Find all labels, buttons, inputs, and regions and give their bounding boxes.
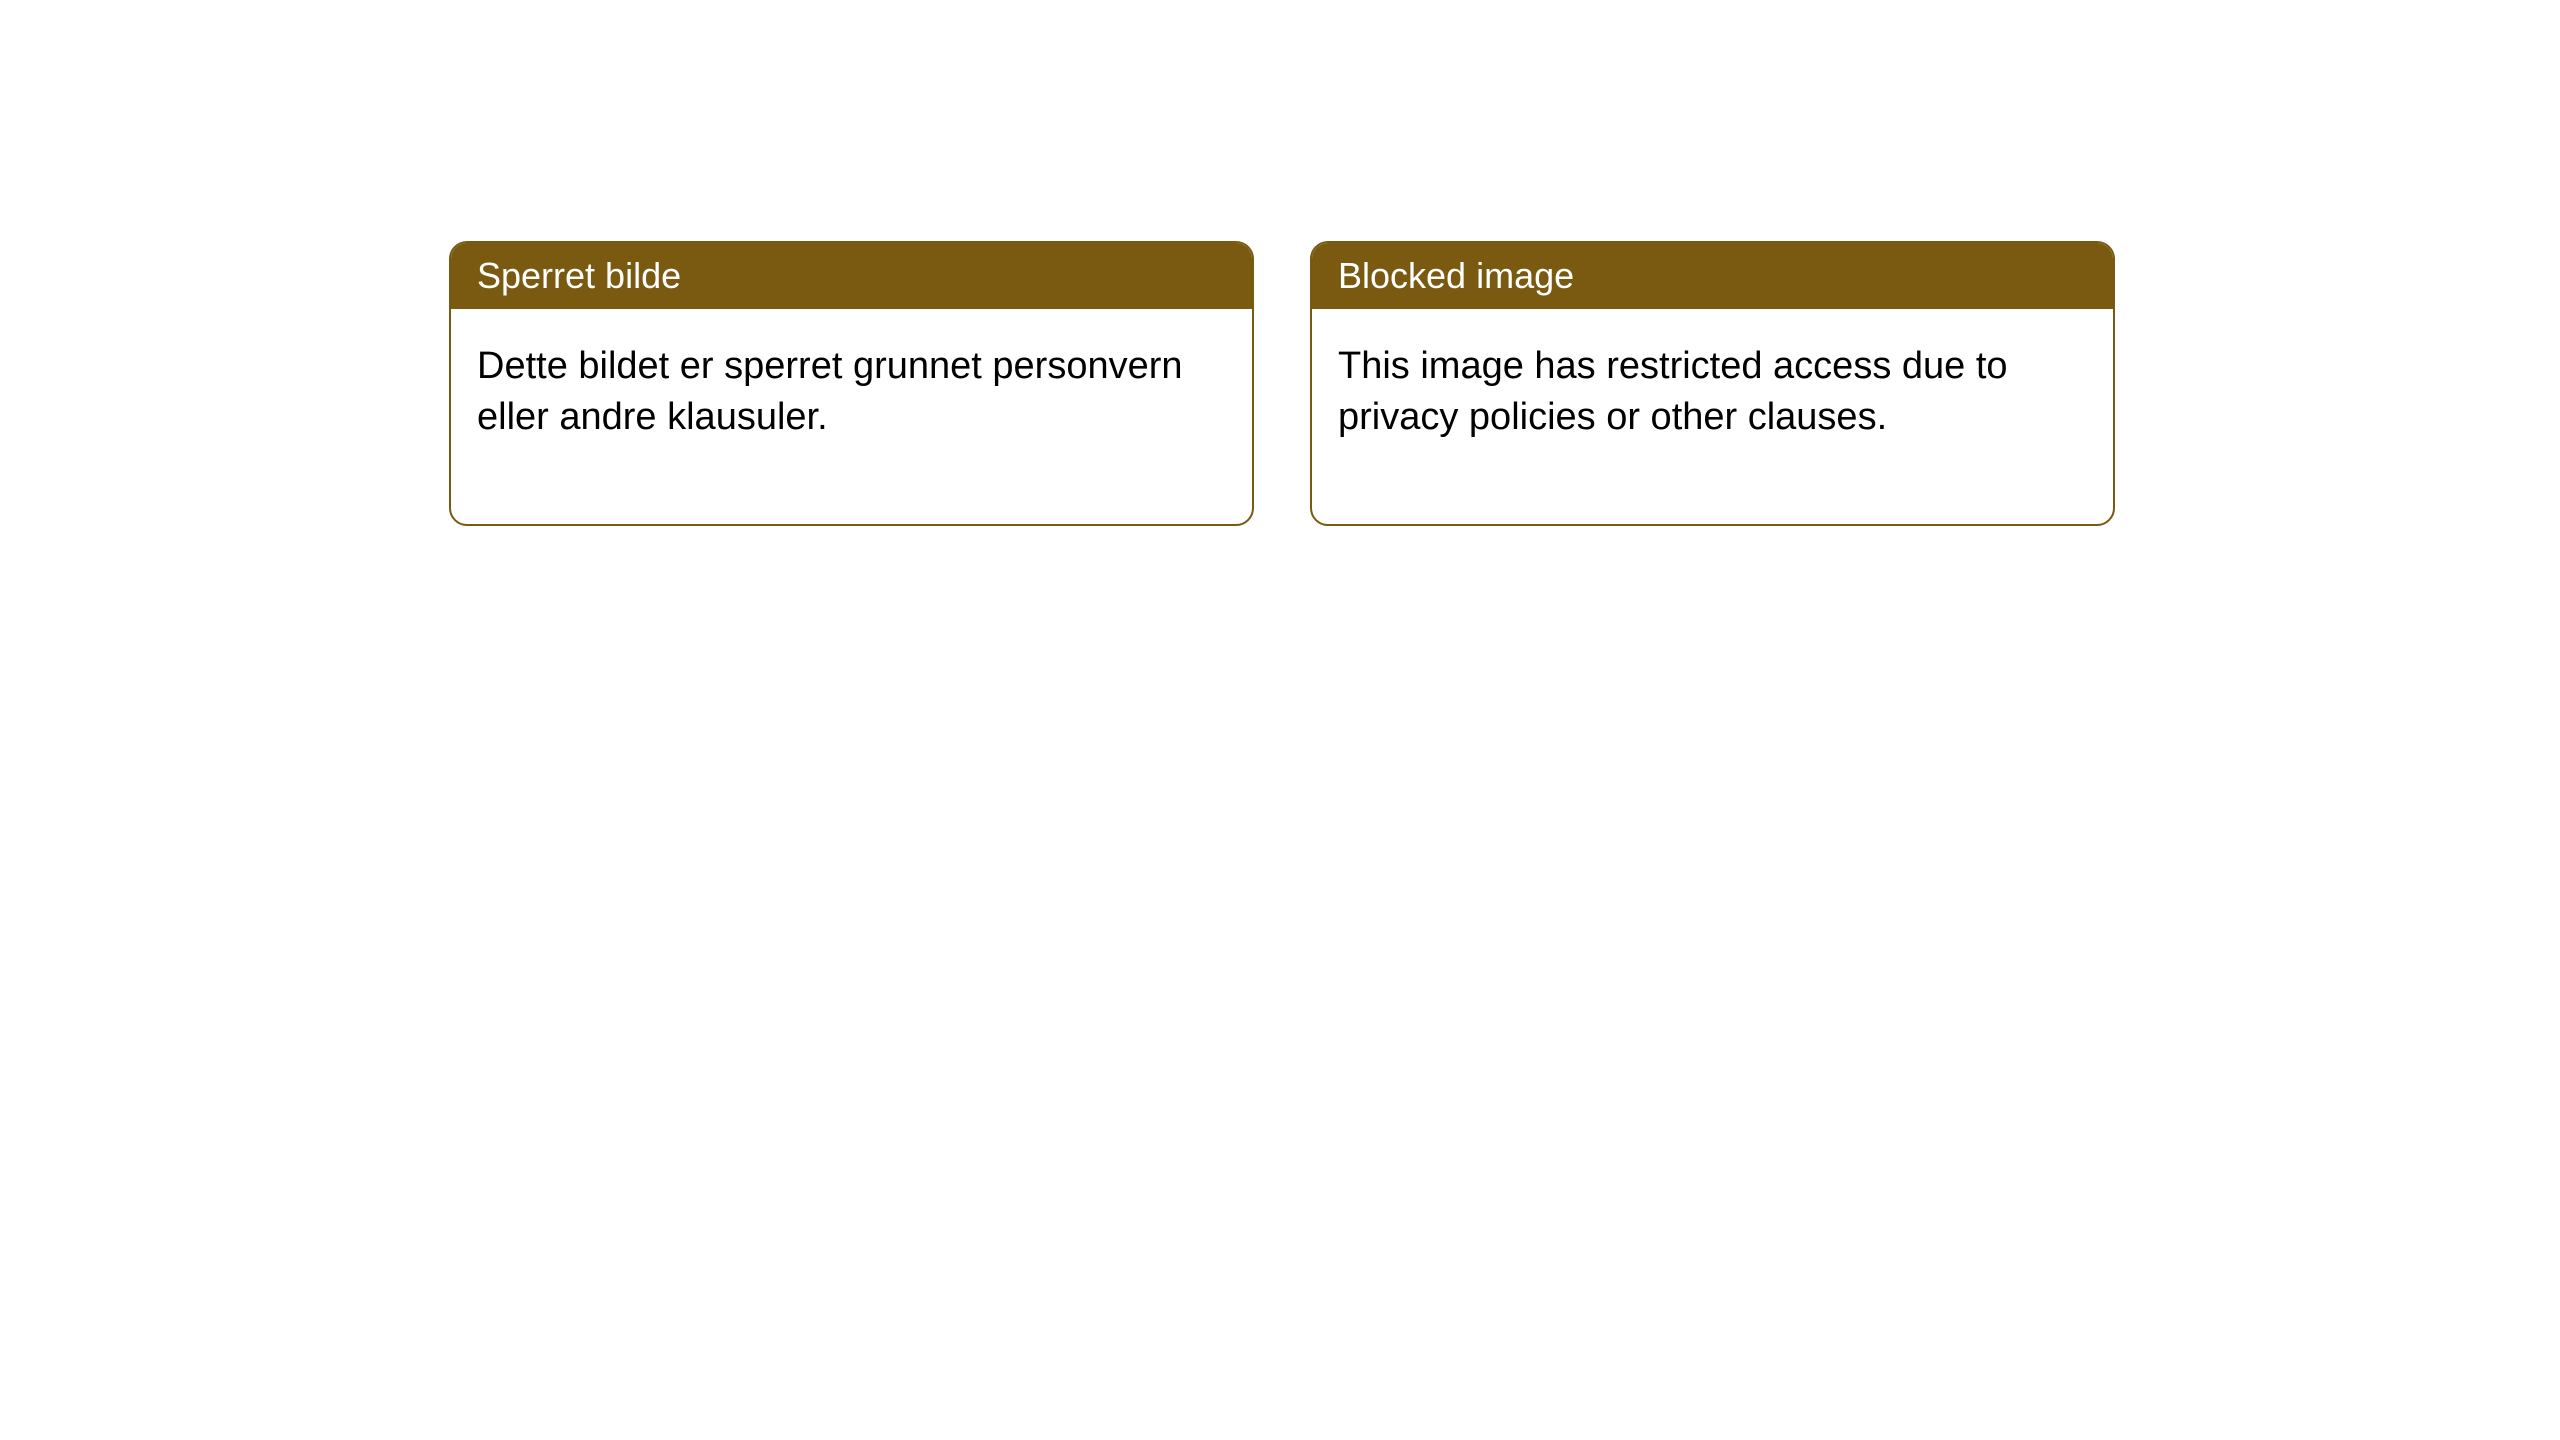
card-title: Blocked image <box>1338 255 1574 296</box>
card-header: Sperret bilde <box>451 243 1252 309</box>
card-body-text: Dette bildet er sperret grunnet personve… <box>477 345 1183 438</box>
card-title: Sperret bilde <box>477 255 681 296</box>
blocked-image-card-no: Sperret bilde Dette bildet er sperret gr… <box>449 241 1254 526</box>
card-container: Sperret bilde Dette bildet er sperret gr… <box>449 241 2115 526</box>
card-header: Blocked image <box>1312 243 2113 309</box>
card-body-text: This image has restricted access due to … <box>1338 345 2008 438</box>
card-body: This image has restricted access due to … <box>1312 309 2113 524</box>
blocked-image-card-en: Blocked image This image has restricted … <box>1310 241 2115 526</box>
card-body: Dette bildet er sperret grunnet personve… <box>451 309 1252 524</box>
